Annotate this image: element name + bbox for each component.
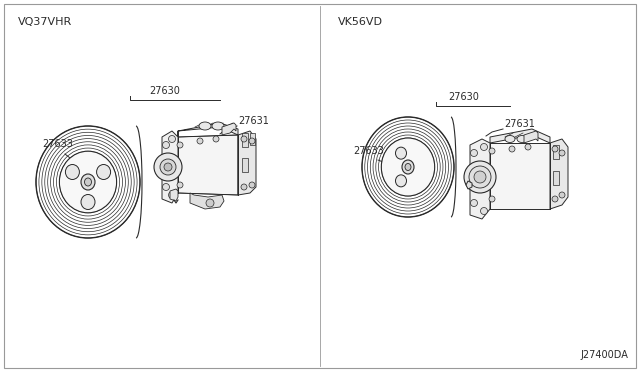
Circle shape bbox=[177, 182, 183, 188]
Text: 27630: 27630 bbox=[449, 92, 479, 102]
Bar bbox=[250, 133, 255, 145]
Circle shape bbox=[197, 138, 203, 144]
Polygon shape bbox=[222, 123, 236, 135]
Bar bbox=[242, 133, 248, 147]
Polygon shape bbox=[524, 131, 538, 143]
Text: VQ37VHR: VQ37VHR bbox=[18, 17, 72, 27]
Circle shape bbox=[481, 144, 488, 151]
Circle shape bbox=[163, 141, 170, 148]
Circle shape bbox=[469, 166, 491, 188]
Circle shape bbox=[164, 163, 172, 171]
Circle shape bbox=[168, 135, 175, 142]
Circle shape bbox=[464, 161, 496, 193]
Circle shape bbox=[249, 138, 255, 144]
Ellipse shape bbox=[97, 164, 111, 180]
Polygon shape bbox=[190, 193, 224, 209]
Circle shape bbox=[559, 192, 565, 198]
Polygon shape bbox=[490, 143, 550, 209]
Polygon shape bbox=[178, 123, 238, 137]
Circle shape bbox=[206, 199, 214, 207]
Circle shape bbox=[163, 183, 170, 190]
Ellipse shape bbox=[60, 151, 116, 213]
Circle shape bbox=[552, 146, 558, 152]
Ellipse shape bbox=[81, 174, 95, 190]
Ellipse shape bbox=[212, 122, 224, 130]
Circle shape bbox=[552, 196, 558, 202]
Ellipse shape bbox=[396, 175, 406, 187]
Circle shape bbox=[241, 184, 247, 190]
Text: VK56VD: VK56VD bbox=[338, 17, 383, 27]
Circle shape bbox=[489, 196, 495, 202]
Polygon shape bbox=[170, 189, 178, 201]
Circle shape bbox=[489, 148, 495, 154]
Polygon shape bbox=[550, 139, 568, 209]
Ellipse shape bbox=[65, 164, 79, 180]
Circle shape bbox=[249, 182, 255, 188]
Circle shape bbox=[525, 144, 531, 150]
Circle shape bbox=[160, 159, 176, 175]
Ellipse shape bbox=[84, 178, 92, 186]
Polygon shape bbox=[162, 131, 178, 203]
Bar bbox=[553, 171, 559, 185]
Ellipse shape bbox=[81, 195, 95, 209]
Text: 27633: 27633 bbox=[353, 146, 384, 156]
Ellipse shape bbox=[405, 164, 411, 170]
Polygon shape bbox=[490, 129, 550, 143]
Circle shape bbox=[509, 146, 515, 152]
Polygon shape bbox=[178, 135, 238, 195]
Text: 27633: 27633 bbox=[42, 139, 73, 149]
Circle shape bbox=[177, 142, 183, 148]
Polygon shape bbox=[238, 131, 256, 195]
Text: 27630: 27630 bbox=[150, 86, 180, 96]
Circle shape bbox=[154, 153, 182, 181]
Text: 27631: 27631 bbox=[504, 119, 535, 129]
Ellipse shape bbox=[396, 147, 406, 159]
Ellipse shape bbox=[402, 160, 414, 174]
Circle shape bbox=[470, 150, 477, 157]
Circle shape bbox=[559, 150, 565, 156]
Polygon shape bbox=[466, 181, 472, 189]
Polygon shape bbox=[470, 139, 490, 219]
Ellipse shape bbox=[381, 138, 435, 196]
Circle shape bbox=[474, 171, 486, 183]
Circle shape bbox=[168, 192, 175, 199]
Text: 27631: 27631 bbox=[238, 116, 269, 126]
Circle shape bbox=[241, 136, 247, 142]
Ellipse shape bbox=[199, 122, 211, 130]
Circle shape bbox=[470, 199, 477, 206]
Circle shape bbox=[213, 136, 219, 142]
Ellipse shape bbox=[505, 135, 515, 142]
Bar bbox=[553, 145, 559, 159]
Text: J27400DA: J27400DA bbox=[580, 350, 628, 360]
Ellipse shape bbox=[517, 135, 527, 142]
Bar bbox=[242, 158, 248, 172]
Circle shape bbox=[481, 208, 488, 215]
